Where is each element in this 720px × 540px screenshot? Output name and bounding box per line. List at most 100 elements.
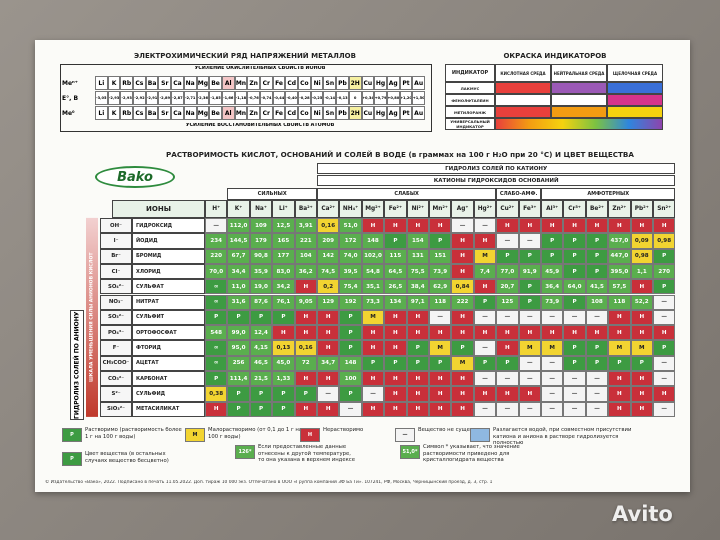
solubility-cell: 131 (406, 248, 429, 264)
solubility-title: РАСТВОРИМОСТЬ КИСЛОТ, ОСНОВАНИЙ И СОЛЕЙ … (166, 150, 634, 159)
solubility-cell: 221 (294, 233, 317, 249)
solubility-cell: 395,0 (608, 263, 631, 280)
solubility-cell: Р (339, 340, 362, 356)
anion-formula: OH⁻ (100, 218, 132, 234)
solubility-cell: Н (384, 386, 407, 402)
solubility-cell: ∞ (205, 279, 228, 295)
cation: Ni²⁺ (406, 200, 429, 218)
solubility-cell: Н (429, 371, 452, 387)
metal-ion: Ni (310, 76, 324, 90)
solubility-cell: Р (563, 340, 586, 356)
solubility-cell: 179 (249, 233, 273, 249)
solubility-cell: 220 (205, 248, 228, 264)
indicator-color (495, 106, 551, 118)
solubility-cell: Р (227, 401, 250, 417)
solubility-cell: — (473, 401, 497, 417)
solubility-cell: Н (429, 218, 452, 234)
solubility-cell: 41,5 (585, 279, 609, 295)
solubility-cell: 0,98 (653, 233, 676, 249)
solubility-cell: 437,0 (608, 233, 631, 249)
solubility-cell: — (541, 355, 564, 371)
potential: -0,25 (310, 91, 324, 105)
solubility-cell: Н (272, 325, 295, 341)
solubility-cell: Н (451, 371, 474, 387)
solubility-cell: Н (406, 325, 429, 341)
solubility-cell: 102,0 (361, 248, 385, 264)
solubility-cell: Р (496, 248, 519, 264)
solubility-cell: 118 (429, 294, 452, 310)
solubility-cell: Р (473, 294, 497, 310)
cation: Ba²⁺ (294, 200, 317, 218)
solubility-cell: 73,3 (361, 294, 385, 310)
solubility-cell: Р (585, 233, 609, 249)
metal-atom: Hg (374, 106, 387, 120)
logo: Bako (95, 166, 175, 188)
solubility-cell: Н (630, 325, 653, 341)
solubility-cell: 36,4 (541, 279, 564, 295)
solubility-cell: Н (429, 325, 452, 341)
solubility-cell: Р (339, 386, 362, 402)
potential: -1,18 (234, 91, 248, 105)
anion-formula: NO₃⁻ (100, 294, 132, 310)
solubility-cell: Р (205, 309, 228, 326)
solubility-cell: 31,6 (227, 294, 250, 310)
solubility-cell: Р (585, 263, 609, 280)
solubility-cell: — (518, 355, 541, 371)
solubility-cell: Н (496, 218, 519, 234)
solubility-cell: Н (361, 340, 385, 356)
metal-ion: 2H (348, 76, 362, 90)
solubility-cell: 0,13 (272, 340, 295, 356)
metal-ion: Hg (374, 76, 387, 90)
solubility-cell: Н (406, 371, 429, 387)
solubility-cell: Р (249, 309, 273, 326)
solubility-cell: 67,7 (227, 248, 250, 264)
solubility-cell: Н (608, 386, 631, 402)
solubility-cell: 20,7 (496, 279, 519, 295)
solubility-cell: 112,0 (227, 218, 250, 234)
solubility-cell: 34,4 (227, 263, 250, 280)
legend-swatch: Н (300, 428, 320, 442)
anion-name: ОРТОФОСФАТ (132, 325, 205, 341)
solubility-cell: Н (429, 386, 452, 402)
solubility-cell: Р (294, 386, 317, 402)
metal-atom: Au (412, 106, 425, 120)
solubility-cell: 0,84 (451, 279, 474, 295)
anion-name: СУЛЬФАТ (132, 279, 205, 295)
solubility-cell: — (518, 309, 541, 326)
ions-header: ИОНЫ (112, 200, 205, 218)
solubility-cell: — (317, 386, 340, 402)
solubility-cell: 51,0 (339, 218, 362, 234)
solubility-cell: Р (339, 309, 362, 326)
solubility-cell: 134 (384, 294, 407, 310)
solubility-cell: — (585, 401, 609, 417)
solubility-cell: 118 (608, 294, 631, 310)
solubility-cell: Н (406, 309, 429, 326)
solubility-cell: — (585, 371, 609, 387)
potential: -0,13 (336, 91, 349, 105)
anion-name: ФТОРИД (132, 340, 205, 356)
solubility-cell: 99,0 (227, 325, 250, 341)
solubility-cell: — (563, 401, 586, 417)
solubility-cell: Н (608, 371, 631, 387)
solubility-cell: Н (317, 340, 340, 356)
solubility-cell: Р (384, 355, 407, 371)
potential: -2,91 (145, 91, 159, 105)
metal-atom: Fe (272, 106, 286, 120)
solubility-cell: 148 (339, 355, 362, 371)
solubility-cell: — (205, 218, 228, 234)
potential: -1,85 (209, 91, 222, 105)
solubility-cell: Р (608, 355, 631, 371)
anion-formula: SO₄²⁻ (100, 279, 132, 295)
solubility-cell: Н (496, 340, 519, 356)
solubility-cell: 74,0 (339, 248, 362, 264)
cation-group: СИЛЬНЫХ (227, 188, 317, 200)
solubility-cell: Н (451, 248, 474, 264)
solubility-cell: 9,05 (294, 294, 317, 310)
anion-formula: CO₃²⁻ (100, 371, 132, 387)
metal-atom: Ni (310, 106, 324, 120)
solubility-cell: — (496, 371, 519, 387)
solubility-cell: 1,33 (272, 371, 295, 387)
solubility-cell: Н (630, 309, 653, 326)
solubility-cell: Н (451, 309, 474, 326)
solubility-cell: Н (294, 309, 317, 326)
